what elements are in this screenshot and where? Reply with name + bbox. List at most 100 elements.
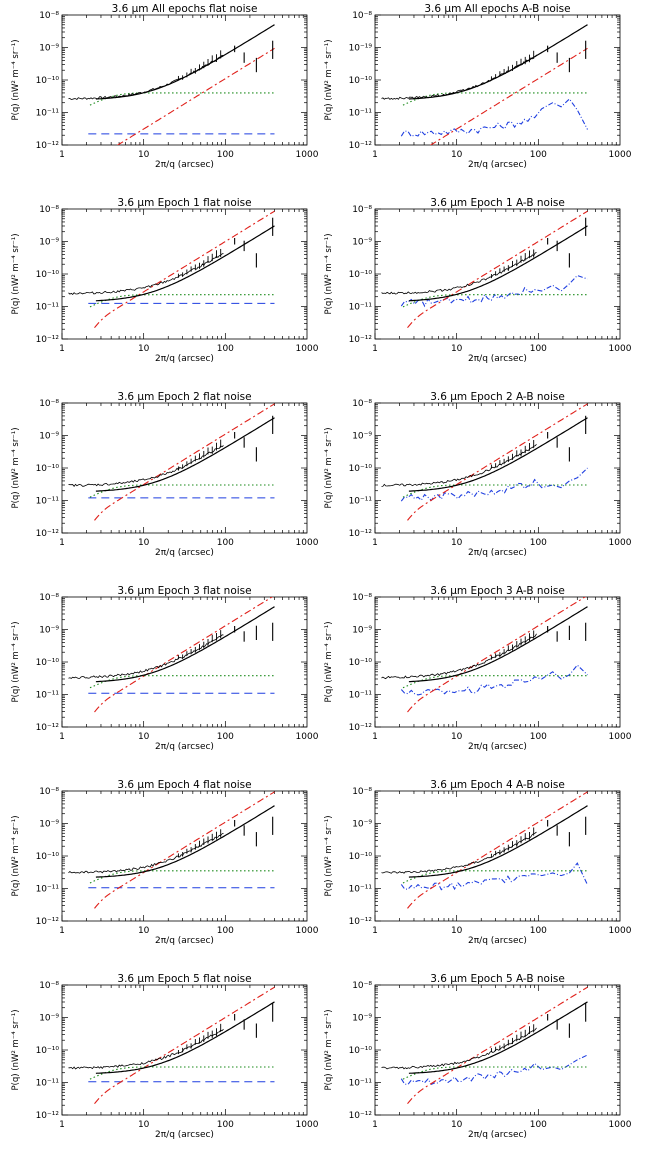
total-model-line: [408, 606, 588, 683]
x-tick-label: 100: [530, 344, 547, 354]
y-tick-label: 10⁻⁸: [39, 593, 59, 603]
x-tick-label: 100: [217, 538, 234, 548]
y-tick-label: 10⁻⁹: [39, 1014, 59, 1024]
x-axis-label: 2π/q (arcsec): [155, 1130, 214, 1140]
y-tick-label: 10⁻⁸: [352, 593, 372, 603]
x-tick-label: 1: [59, 732, 65, 742]
y-axis-label: P(q) (nW² m⁻⁴ sr⁻¹): [324, 1009, 334, 1090]
x-tick-label: 100: [217, 926, 234, 936]
clustering-line: [116, 47, 275, 145]
x-tick-label: 100: [530, 1120, 547, 1130]
chart-title: 3.6 μm Epoch 4 A-B noise: [430, 779, 565, 791]
y-tick-label: 10⁻¹²: [349, 529, 373, 539]
plot-area: [68, 210, 275, 329]
x-tick-label: 10: [451, 1120, 463, 1130]
x-tick-label: 1000: [296, 344, 319, 354]
x-tick-label: 1000: [296, 538, 319, 548]
plot-area: [68, 24, 275, 145]
plot-frame: [61, 790, 308, 922]
x-axis-label: 2π/q (arcsec): [468, 160, 527, 170]
chart-panel: 1 10 100 1000 10⁻¹² 10⁻¹¹ 10⁻¹⁰ 10⁻⁹ 10⁻⁸ 3.6 μm …: [11, 779, 319, 946]
chart-title: 3.6 μm Epoch 3 A-B noise: [430, 585, 565, 597]
plot-frame: [61, 14, 308, 146]
y-tick-label: 10⁻¹⁰: [36, 270, 60, 280]
x-tick-label: 1000: [609, 732, 632, 742]
chart-title: 3.6 μm Epoch 5 A-B noise: [430, 973, 565, 985]
x-axis-label: 2π/q (arcsec): [155, 936, 214, 946]
shot-noise-line: [89, 870, 275, 884]
x-axis-label: 2π/q (arcsec): [468, 354, 527, 364]
x-tick-label: 100: [217, 732, 234, 742]
x-tick-label: 1: [59, 538, 65, 548]
y-tick-label: 10⁻⁸: [39, 981, 59, 991]
x-tick-label: 1: [59, 1120, 65, 1130]
total-model-line: [408, 24, 588, 100]
x-axis-label: 2π/q (arcsec): [468, 1130, 527, 1140]
y-tick-label: 10⁻⁹: [352, 820, 372, 830]
clustering-line: [94, 791, 275, 909]
y-tick-label: 10⁻⁹: [39, 238, 59, 248]
x-tick-label: 1000: [296, 732, 319, 742]
chart-title: 3.6 μm Epoch 3 flat noise: [117, 585, 251, 597]
x-tick-label: 1000: [609, 1120, 632, 1130]
y-tick-label: 10⁻¹¹: [36, 691, 60, 701]
y-tick-label: 10⁻¹¹: [349, 691, 373, 701]
chart-title: 3.6 μm Epoch 1 A-B noise: [430, 197, 565, 209]
x-tick-label: 1000: [296, 926, 319, 936]
clustering-line: [94, 403, 275, 521]
x-tick-label: 1: [372, 1120, 378, 1130]
y-tick-label: 10⁻¹²: [349, 917, 373, 927]
y-tick-label: 10⁻¹²: [36, 335, 60, 345]
total-model-line: [95, 805, 275, 878]
x-tick-label: 10: [138, 538, 150, 548]
chart-panel: 1 10 100 1000 10⁻¹² 10⁻¹¹ 10⁻¹⁰ 10⁻⁹ 10⁻⁸ 3.6 μm …: [324, 391, 632, 558]
total-model-line: [95, 225, 275, 302]
y-axis-label: P(q) (nW² m⁻⁴ sr⁻¹): [324, 621, 334, 702]
clustering-line: [407, 986, 588, 1105]
data-line: [381, 444, 537, 487]
y-tick-label: 10⁻⁹: [39, 44, 59, 54]
data-line: [68, 253, 224, 295]
x-tick-label: 10: [138, 150, 150, 160]
shot-noise-line: [402, 484, 588, 498]
data-line: [68, 634, 224, 679]
x-tick-label: 100: [530, 538, 547, 548]
data-line: [381, 54, 537, 100]
clustering-line: [407, 791, 588, 909]
plot-area: [381, 597, 588, 713]
x-tick-label: 10: [451, 344, 463, 354]
x-tick-label: 1000: [296, 150, 319, 160]
y-tick-label: 10⁻¹²: [349, 141, 373, 151]
y-tick-label: 10⁻¹¹: [36, 497, 60, 507]
y-tick-label: 10⁻¹⁰: [36, 76, 60, 86]
chart-panel: 1 10 100 1000 10⁻¹² 10⁻¹¹ 10⁻¹⁰ 10⁻⁹ 10⁻⁸ 3.6 μm …: [11, 585, 319, 752]
y-tick-label: 10⁻⁸: [39, 205, 59, 215]
y-tick-label: 10⁻¹¹: [349, 109, 373, 119]
x-tick-label: 10: [138, 344, 150, 354]
y-tick-label: 10⁻⁹: [352, 626, 372, 636]
y-tick-label: 10⁻⁸: [352, 981, 372, 991]
chart-title: 3.6 μm Epoch 5 flat noise: [117, 973, 251, 985]
y-tick-label: 10⁻⁸: [352, 205, 372, 215]
y-tick-label: 10⁻¹⁰: [36, 464, 60, 474]
y-tick-label: 10⁻¹⁹: [349, 44, 373, 54]
y-tick-label: 10⁻¹²: [36, 141, 60, 151]
chart-panel: 1 10 100 1000 10⁻¹² 10⁻¹¹ 10⁻¹⁰ 10⁻⁹ 10⁻⁸ 3.6 μm …: [324, 779, 632, 946]
x-tick-label: 1: [372, 926, 378, 936]
chart-panel: 1 10 100 1000 10⁻¹² 10⁻¹¹ 10⁻¹⁰ 10⁻⁹ 10⁻⁸ 3.6 μm …: [11, 391, 319, 558]
x-tick-label: 1: [372, 344, 378, 354]
y-tick-label: 10⁻⁸: [39, 787, 59, 797]
x-axis-label: 2π/q (arcsec): [155, 548, 214, 558]
y-axis-label: P(q) (nW² m⁻⁴ sr⁻¹): [11, 1009, 21, 1090]
shot-noise-line: [89, 675, 275, 689]
noise-line: [400, 1054, 588, 1085]
x-tick-label: 10: [138, 732, 150, 742]
x-tick-label: 10: [451, 538, 463, 548]
x-axis-label: 2π/q (arcsec): [468, 936, 527, 946]
noise-line: [400, 467, 588, 502]
x-tick-label: 10: [138, 926, 150, 936]
chart-title: 3.6 μm All epochs flat noise: [112, 3, 258, 15]
noise-line: [400, 98, 588, 138]
x-tick-label: 10: [138, 1120, 150, 1130]
x-tick-label: 1000: [609, 344, 632, 354]
